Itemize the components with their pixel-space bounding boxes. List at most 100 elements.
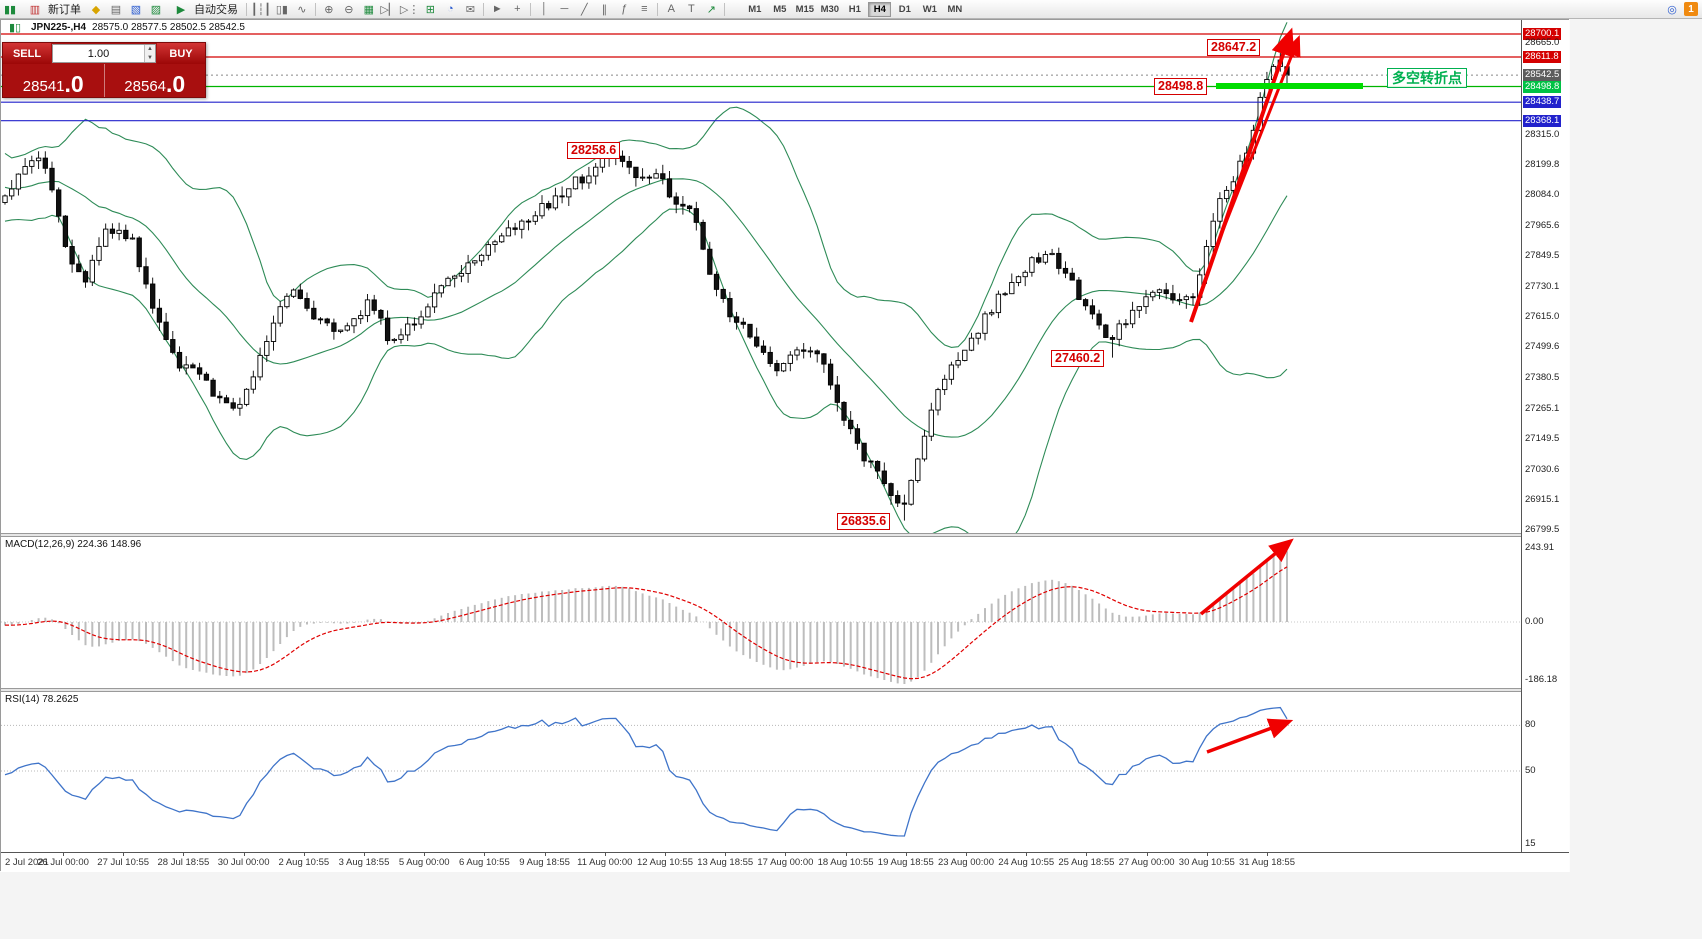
annotation-swing-high: 28258.6 <box>567 142 621 159</box>
price-scale-label: 27149.5 <box>1525 433 1560 444</box>
macd-scale-label: 243.91 <box>1525 542 1555 553</box>
time-axis-label: 12 Aug 10:55 <box>637 857 693 868</box>
macd-canvas[interactable] <box>1 537 1521 688</box>
time-axis-tick <box>243 853 245 856</box>
price-scale-label: 26799.5 <box>1525 524 1560 535</box>
time-axis-label: 27 Jul 10:55 <box>97 857 150 868</box>
time-axis-label: 23 Aug 00:00 <box>938 857 994 868</box>
hline-icon[interactable]: ─ <box>560 3 569 15</box>
annotation-major-low: 26835.6 <box>837 513 891 530</box>
rsi-label: RSI(14) 78.2625 <box>5 694 79 705</box>
timeframe-button-h1[interactable]: H1 <box>848 3 861 15</box>
auto-scroll-icon[interactable]: ▷▏ <box>380 3 398 16</box>
timeframe-button-d1[interactable]: D1 <box>898 3 911 15</box>
timeframe-button-m5[interactable]: M5 <box>773 3 787 15</box>
time-axis-label: 3 Aug 18:55 <box>338 857 390 868</box>
timeframe-button-mn[interactable]: MN <box>947 3 963 15</box>
separator <box>314 2 316 16</box>
separator <box>657 2 659 16</box>
line-chart-icon[interactable]: ∿ <box>297 3 307 16</box>
timeframe-button-m15[interactable]: M15 <box>795 3 815 15</box>
price-scale[interactable]: 28700.1 28665.0 28611.8 28542.5 28498.8 28438… <box>1521 20 1569 852</box>
text-label-icon[interactable]: T <box>687 3 695 15</box>
time-axis-tick <box>1267 853 1268 856</box>
sell-button[interactable]: SELL <box>3 43 51 64</box>
rsi-scale-label: 50 <box>1525 765 1536 776</box>
panel-resize-handle[interactable] <box>1 688 1569 692</box>
volume-down-icon[interactable]: ▼ <box>145 53 155 62</box>
tile-windows-icon[interactable]: ▦ <box>363 3 375 16</box>
volume-input[interactable]: 1.00 ▲ ▼ <box>52 44 156 63</box>
terminal-icon[interactable]: ▨ <box>150 3 162 16</box>
macd-label: MACD(12,26,9) 224.36 148.96 <box>5 539 142 550</box>
chart-shift-icon[interactable]: ▷⋮ <box>399 3 420 16</box>
periods-icon[interactable]: ◔ <box>447 3 454 15</box>
price-scale-label: 28665.0 <box>1525 37 1560 48</box>
ellipsis-icon[interactable]: ≡ <box>641 3 648 15</box>
time-axis[interactable]: 2 Jul 2021 26 Jul 00:00 27 Jul 10:55 28 Jul… <box>1 852 1569 872</box>
time-axis-label: 24 Aug 10:55 <box>998 857 1055 868</box>
volume-value[interactable]: 1.00 <box>87 47 110 60</box>
cursor-icon[interactable]: ► <box>491 3 503 15</box>
time-axis-label: 2 Aug 10:55 <box>278 857 330 868</box>
channel-icon[interactable]: ∥ <box>601 3 608 16</box>
rsi-scale-label: 15 <box>1525 838 1536 849</box>
timeframe-button-w1[interactable]: W1 <box>922 3 937 15</box>
chart-header: ▮▯ JPN225-,H4 28575.0 28577.5 28502.5 28… <box>5 22 245 34</box>
time-axis-label: 25 Aug 18:55 <box>1058 857 1115 868</box>
indicators-icon[interactable]: ⊞ <box>425 3 435 16</box>
navigator-icon[interactable]: ▧ <box>130 3 142 16</box>
new-order-label: 新订单 <box>48 4 81 16</box>
panel-resize-handle[interactable] <box>1 533 1569 537</box>
timeframe-group: M1 M5 M15 M30 H1 H4 D1 W1 MN <box>742 1 967 17</box>
workspace-bottom-gap <box>0 872 1570 939</box>
trendline-icon[interactable]: ╱ <box>581 3 588 16</box>
vline-icon[interactable]: │ <box>540 3 548 15</box>
auto-trading-button[interactable]: ▶ 自动交易 <box>166 1 243 17</box>
timeframe-button-h4[interactable]: H4 <box>868 1 892 17</box>
time-axis-label: 28 Jul 18:55 <box>157 857 210 868</box>
bar-chart-icon[interactable]: ┃┆┃ <box>251 3 271 16</box>
one-click-trade-panel: SELL 1.00 ▲ ▼ BUY 28541 .0 28564 .0 <box>2 42 206 98</box>
separator <box>530 2 532 16</box>
price-scale-label: 27030.6 <box>1525 464 1560 475</box>
toolbar: ▮▮ ▥ 新订单 ◆ ▤ ▧ ▨ ▶ 自动交易 ┃┆┃ ▯▮ ∿ ⊕ ⊖ ▦ ▷… <box>0 0 1702 19</box>
arrow-tool-icon[interactable]: ↗ <box>706 3 716 16</box>
sell-price-main: 28541 <box>22 78 65 95</box>
fibonacci-icon[interactable]: ƒ <box>621 3 628 15</box>
search-icon[interactable]: ◎ <box>1667 3 1677 16</box>
timeframe-button-m1[interactable]: M1 <box>748 3 762 15</box>
price-scale-label: 28611.8 <box>1523 51 1561 63</box>
new-order-icon: ▥ <box>29 3 41 16</box>
zoom-in-icon[interactable]: ⊕ <box>324 3 334 16</box>
buy-button[interactable]: BUY <box>157 43 205 64</box>
buy-price[interactable]: 28564 .0 <box>105 64 206 97</box>
crosshair-icon[interactable]: + <box>514 3 521 15</box>
data-window-icon[interactable]: ▤ <box>110 3 122 16</box>
main-chart-canvas[interactable] <box>1 20 1521 533</box>
price-scale-label: 27849.5 <box>1525 250 1560 261</box>
time-axis-label: 2 Jul 2021 <box>5 857 49 868</box>
templates-icon[interactable]: ✉ <box>465 3 475 16</box>
time-axis-label: 30 Jul 00:00 <box>217 857 270 868</box>
price-scale-label: 28368.1 <box>1523 115 1562 127</box>
volume-up-icon[interactable]: ▲ <box>145 45 155 54</box>
price-scale-label: 27615.0 <box>1525 311 1560 322</box>
timeframe-button-m30[interactable]: M30 <box>820 3 840 15</box>
time-axis-tick <box>1026 853 1028 856</box>
text-icon[interactable]: A <box>667 3 676 15</box>
notification-badge[interactable]: 1 <box>1684 2 1698 16</box>
zoom-out-icon[interactable]: ⊖ <box>344 3 354 16</box>
time-axis-tick <box>303 853 305 856</box>
candlestick-chart-icon[interactable]: ▯▮ <box>275 3 288 16</box>
rsi-canvas[interactable] <box>1 692 1521 852</box>
volume-spinner[interactable]: ▲ ▼ <box>144 45 155 62</box>
new-order-button[interactable]: ▥ 新订单 <box>20 1 86 17</box>
price-scale-label: 28199.8 <box>1525 159 1560 170</box>
rsi-scale-label: 80 <box>1525 719 1536 730</box>
annotation-support: 28498.8 <box>1154 78 1208 95</box>
sell-price[interactable]: 28541 .0 <box>3 64 105 97</box>
time-axis-tick <box>966 853 967 856</box>
market-watch-icon[interactable]: ◆ <box>91 3 101 16</box>
time-axis-tick <box>1146 853 1148 856</box>
